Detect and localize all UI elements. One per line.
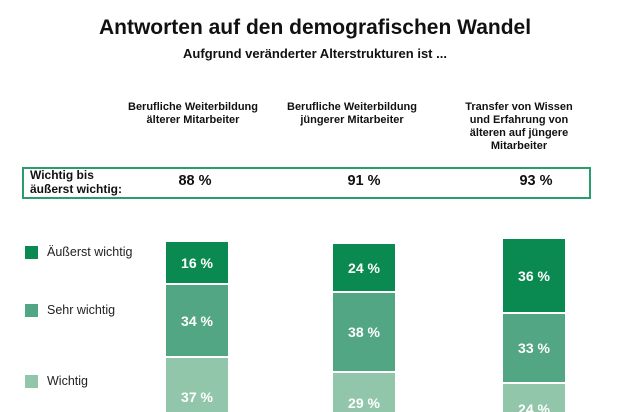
bar-segment: 34 % <box>166 285 228 356</box>
bar-segment-label: 24 % <box>518 401 550 412</box>
legend-item-sehr-wichtig: Sehr wichtig <box>25 303 115 317</box>
summary-box-label-line: äußerst wichtig: <box>30 182 123 196</box>
bar-segment: 29 % <box>333 373 395 412</box>
bar-segment-label: 37 % <box>181 388 213 405</box>
summary-value-1: 88 % <box>178 173 212 189</box>
legend-label: Sehr wichtig <box>47 303 116 317</box>
bar-segment-label: 24 % <box>348 259 380 276</box>
column-header-line: Berufliche Weiterbildung <box>128 101 258 113</box>
legend-swatch-medium-green <box>25 303 38 317</box>
column-header-line: jüngerer Mitarbeiter <box>300 114 404 126</box>
bar-segment: 24 % <box>503 384 565 412</box>
legend-swatch-dark-green <box>25 245 38 259</box>
bar-segment: 16 % <box>166 242 228 283</box>
column-header-line: älteren auf jüngere <box>469 127 569 139</box>
column-header-line: und Erfahrung von <box>469 114 569 126</box>
column-header-line: älterer Mitarbeiter <box>146 114 240 126</box>
summary-value-2: 91 % <box>347 173 381 189</box>
bar-segment-label: 33 % <box>518 340 550 356</box>
summary-box <box>22 167 591 199</box>
bar-segment-label: 16 % <box>181 254 213 271</box>
bar-segment: 36 % <box>503 239 565 312</box>
column-header-wissenstransfer: Transfer von Wissen und Erfahrung von äl… <box>434 101 604 153</box>
stacked-bar-aeltere-mitarbeiter: 16 % 34 % 37 % <box>166 242 228 412</box>
bar-segment-label: 38 % <box>348 324 380 340</box>
column-header-aeltere-mitarbeiter: Berufliche Weiterbildung älterer Mitarbe… <box>108 101 278 127</box>
bar-segment: 38 % <box>333 293 395 371</box>
bar-segment-label: 29 % <box>348 395 380 411</box>
legend-item-wichtig: Wichtig <box>25 374 88 388</box>
legend-item-aeusserst-wichtig: Äußerst wichtig <box>25 245 132 259</box>
bar-segment-label: 36 % <box>518 267 550 284</box>
summary-value-3: 93 % <box>519 173 553 189</box>
column-header-line: Mitarbeiter <box>490 140 548 152</box>
chart-subtitle: Aufgrund veränderter Alterstrukturen ist… <box>183 46 447 61</box>
column-header-line: Transfer von Wissen <box>465 101 573 113</box>
legend-swatch-light-green <box>25 374 38 388</box>
legend-label: Wichtig <box>47 374 88 388</box>
stacked-bar-juengere-mitarbeiter: 24 % 38 % 29 % <box>333 244 395 412</box>
bar-segment: 37 % <box>166 358 228 412</box>
column-header-juengere-mitarbeiter: Berufliche Weiterbildung jüngerer Mitarb… <box>267 101 437 127</box>
bar-segment: 33 % <box>503 314 565 382</box>
stacked-bar-wissenstransfer: 36 % 33 % 24 % <box>503 239 565 412</box>
column-header-line: Berufliche Weiterbildung <box>287 101 417 113</box>
summary-box-label-line: Wichtig bis <box>30 168 94 182</box>
summary-box-label: Wichtig bis äußerst wichtig: <box>30 168 122 196</box>
bar-segment-label: 34 % <box>181 312 213 329</box>
legend-label: Äußerst wichtig <box>47 245 133 259</box>
chart-title: Antworten auf den demografischen Wandel <box>98 16 532 39</box>
bar-segment: 24 % <box>333 244 395 291</box>
